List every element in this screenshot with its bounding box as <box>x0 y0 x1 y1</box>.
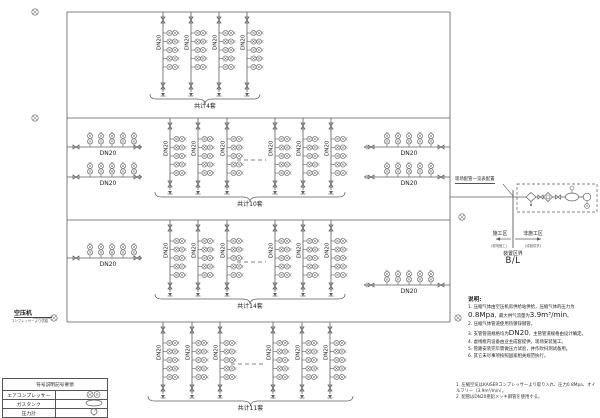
svg-text:DN20: DN20 <box>267 344 273 360</box>
svg-text:DN20: DN20 <box>401 180 418 187</box>
note-item: 1. 压缩气体由空压机房供给站供给，压缩气体的压力为0.8Mpa，最大供气流量为… <box>468 305 575 320</box>
svg-text:DN20: DN20 <box>157 344 163 360</box>
boundary-label: 装置区界 <box>503 251 523 257</box>
svg-text:DN20: DN20 <box>213 34 219 50</box>
legend-table: 符号説明記号要領 エアコンプレッサー ガスタンク 圧力計 <box>2 378 108 418</box>
note-item: 5. 管路安装完毕需做压力试验，并作吹扫测试备用。 <box>468 346 571 352</box>
note-item: 2. 压缩气体管道使用热镀锌钢管。 <box>468 321 536 327</box>
branch-row-3: DN20 DN20 DN20 DN20 DN20 DN20 共计14套 <box>154 220 348 310</box>
note-item: 3. 支管管道规格均为DN20，主管管道规格由设计确定。 <box>468 328 586 338</box>
zone-right-sublabel: (成套供货) <box>525 244 541 248</box>
note-item: 6. 其它未尽事项按照国家相关规范执行。 <box>468 354 549 360</box>
notes-title: 说明: <box>468 297 482 303</box>
bl-callout-label: 现场配管一览表配置 <box>455 177 495 184</box>
svg-text:DN20: DN20 <box>324 344 330 360</box>
svg-text:DN20: DN20 <box>164 242 170 258</box>
svg-text:DN20: DN20 <box>269 242 275 258</box>
footnotes-block: 1. 圧縮空気はKAISERコンプレッサーより取り入れ、圧力0.8Mpa、オイル… <box>456 383 599 401</box>
legend-header: 符号説明記号要領 <box>2 378 108 391</box>
svg-text:共计11套: 共计11套 <box>238 404 264 412</box>
svg-text:共计14套: 共计14套 <box>237 302 263 310</box>
svg-text:DN20: DN20 <box>100 261 117 268</box>
zone-right-label: 非施工区 <box>523 231 543 237</box>
notes-block: 说明: 1. 压缩气体由空压机房供给站供给，压缩气体的压力为0.8Mpa，最大供… <box>468 296 600 362</box>
svg-text:DN20: DN20 <box>296 344 302 360</box>
note-item: 4. 虚线框内设备由业主成套提供，现场安装施工。 <box>468 339 566 345</box>
svg-text:DN20: DN20 <box>401 150 418 157</box>
battery-limit-label: B/L <box>505 256 521 266</box>
svg-text:DN20: DN20 <box>192 242 198 258</box>
svg-text:DN20: DN20 <box>100 150 117 157</box>
svg-text:DN20: DN20 <box>269 140 275 156</box>
footnote-line: 1. 圧縮空気はKAISERコンプレッサーより取り入れ、圧力0.8Mpa、オイル… <box>456 383 596 395</box>
notes-items: 1. 压缩气体由空压机房供给站供给，压缩气体的压力为0.8Mpa，最大供气流量为… <box>468 305 600 361</box>
svg-text:DN20: DN20 <box>221 140 227 156</box>
svg-text:DN20: DN20 <box>164 140 170 156</box>
svg-text:DN20: DN20 <box>401 288 418 295</box>
branch-row-4: DN20 DN20 DN20 DN20 DN20 DN20 共计11套 <box>147 322 354 412</box>
zone-left-sublabel: (现场施工) <box>491 244 507 248</box>
svg-text:共计10套: 共计10套 <box>237 200 263 208</box>
branch-row-1: DN20 DN20 DN20 DN20 共计4套 <box>149 12 264 110</box>
svg-text:DN20: DN20 <box>157 34 163 50</box>
svg-text:DN20: DN20 <box>185 34 191 50</box>
pipe-connector-icons <box>31 8 466 322</box>
tank-icon <box>54 399 108 409</box>
svg-text:DN20: DN20 <box>100 180 117 187</box>
svg-text:DN20: DN20 <box>214 344 220 360</box>
svg-text:DN20: DN20 <box>297 140 303 156</box>
svg-text:DN20: DN20 <box>325 242 331 258</box>
side-tap-branches: DN20 DN20 DN20 DN20 DN20 DN20 <box>67 131 450 295</box>
battery-limit-assembly <box>450 183 598 248</box>
svg-text:DN20: DN20 <box>186 344 192 360</box>
legend-label-gauge: 圧力計 <box>2 408 56 418</box>
legend-label-compressor: エアコンプレッサー <box>2 390 56 400</box>
svg-text:DN20: DN20 <box>221 242 227 258</box>
svg-text:DN20: DN20 <box>192 140 198 156</box>
footnote-line: 2. 配管はDN20亜鉛メッキ鋼管を使用する。 <box>456 395 543 401</box>
inlet-sublabel: コンプレッサーより供給 <box>11 319 49 323</box>
svg-text:共计4套: 共计4套 <box>194 102 216 110</box>
inlet-label: 空压机 <box>14 308 52 318</box>
branch-row-2: DN20 DN20 DN20 DN20 DN20 DN20 共计10套 <box>154 118 348 208</box>
svg-text:DN20: DN20 <box>241 34 247 50</box>
legend-label-tank: ガスタンク <box>2 399 56 409</box>
compressor-icon <box>54 390 108 400</box>
pressure-gauge-icon <box>54 408 108 418</box>
svg-text:DN20: DN20 <box>297 242 303 258</box>
svg-text:DN20: DN20 <box>325 140 331 156</box>
zone-left-label: 施工区 <box>492 231 508 237</box>
main-bus-lines <box>66 11 451 323</box>
